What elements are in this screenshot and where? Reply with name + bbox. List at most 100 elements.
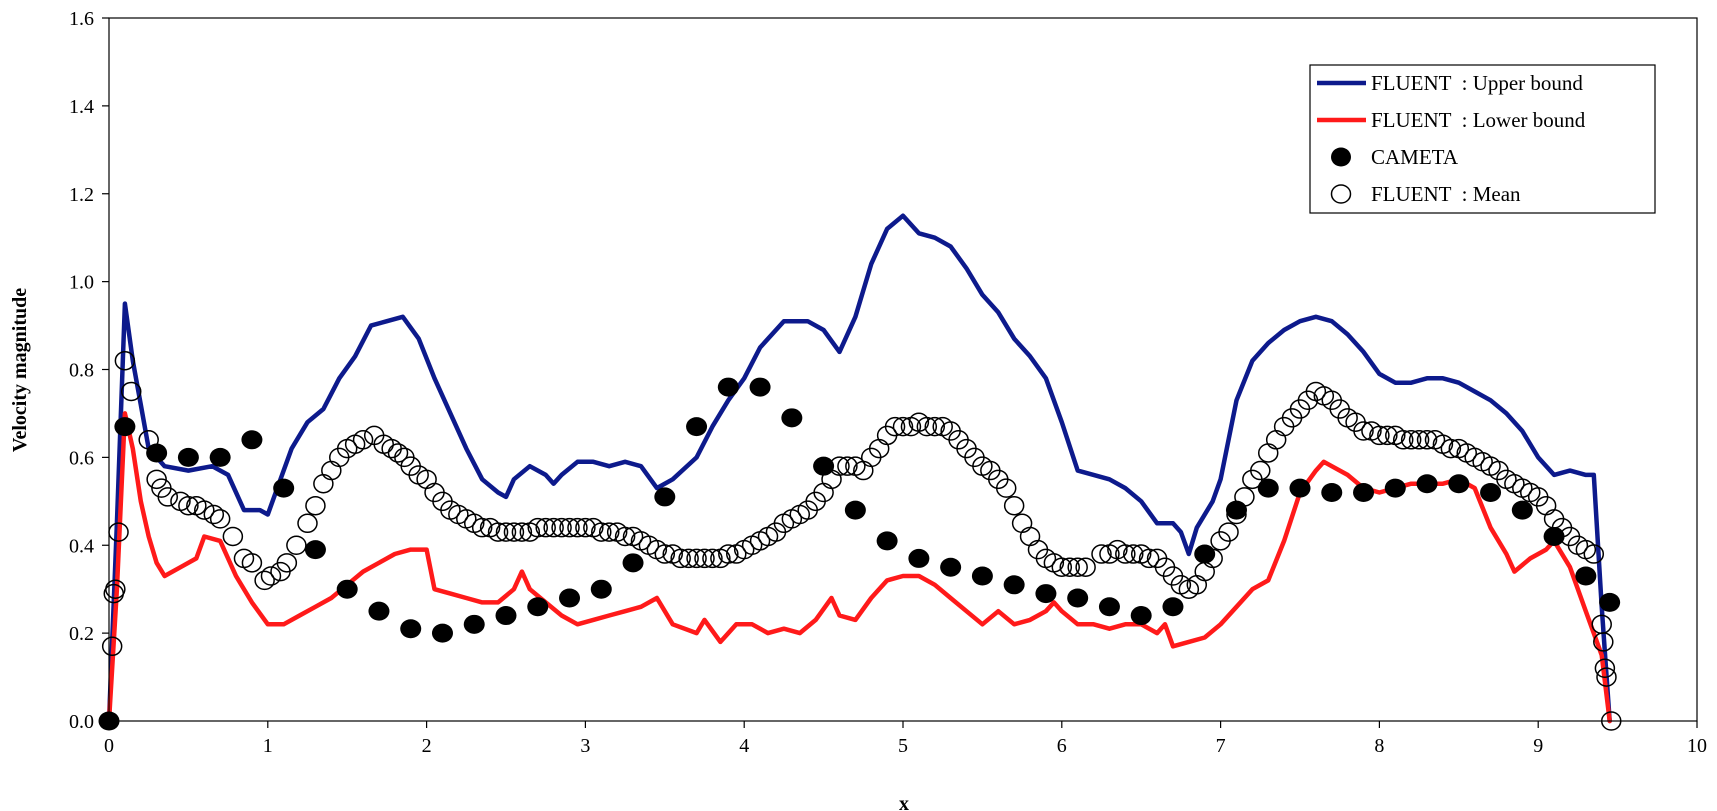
cameta-point [1384, 478, 1406, 498]
cameta-point [368, 601, 390, 621]
fluent-mean-point [1202, 548, 1223, 569]
fluent-mean-point [837, 456, 858, 476]
legend-label: FLUENT : Lower bound [1371, 108, 1586, 132]
cameta-point [114, 417, 136, 437]
fluent-mean-point [1400, 430, 1422, 450]
fluent-mean-point [884, 416, 906, 437]
fluent-mean-point [916, 416, 938, 437]
fluent-mean-point [352, 430, 374, 450]
fluent-mean-point [1377, 425, 1398, 446]
cameta-point [1511, 500, 1533, 520]
fluent-mean-point [1353, 421, 1374, 441]
fluent-mean-point [1416, 430, 1438, 450]
fluent-mean-point [241, 553, 263, 573]
x-tick-label: 0 [104, 735, 114, 757]
fluent-mean-point [829, 456, 850, 476]
fluent-mean-point [203, 504, 225, 525]
y-tick-label: 0.0 [69, 711, 94, 733]
fluent-mean-point [678, 548, 699, 569]
y-tick-label: 0.6 [69, 447, 94, 469]
fluent-mean-point [157, 487, 179, 507]
cameta-point [1225, 500, 1247, 520]
fluent-mean-point [654, 544, 676, 564]
cameta-point [146, 443, 168, 463]
cameta-point [431, 623, 453, 643]
cameta-point [876, 531, 898, 551]
fluent-mean-point [551, 517, 572, 538]
cameta-point [1543, 526, 1565, 546]
axes-layer: 0 1 2 3 4 5 6 7 8 9 10 0.0 0.2 0.4 0.6 0.8 1.0 1.2 1.4 1.6 [69, 8, 1707, 757]
fluent-mean-point [1059, 557, 1080, 577]
cameta-point [1289, 478, 1311, 498]
cameta-point [1575, 566, 1597, 586]
fluent-mean-point [591, 522, 612, 542]
series-layer [98, 213, 1622, 731]
fluent-mean-point [305, 495, 326, 516]
cameta-point [336, 579, 358, 599]
fluent-mean-point [694, 548, 715, 569]
fluent-mean-point [178, 495, 199, 516]
y-axis-title: Velocity magnitude [9, 288, 31, 452]
cameta-point [495, 606, 517, 626]
fluent-mean-point [1594, 658, 1616, 679]
fluent-mean-point [995, 478, 1017, 498]
cameta-point [1130, 606, 1152, 626]
fluent-mean-point [276, 553, 298, 573]
fluent-mean-point [1051, 557, 1073, 577]
cameta-point [1321, 483, 1343, 503]
x-tick-label: 4 [739, 735, 749, 757]
fluent-mean-point [1369, 425, 1390, 446]
fluent-mean-point [1234, 487, 1255, 507]
cameta-point [813, 456, 835, 476]
fluent-mean-point [114, 350, 136, 371]
fluent-mean-point [718, 544, 739, 564]
x-tick-label: 9 [1533, 735, 1543, 757]
fluent-mean-point [138, 430, 159, 450]
fluent-mean-point [686, 548, 707, 569]
fluent-mean-point [1075, 557, 1096, 577]
legend-label: FLUENT : Mean [1371, 182, 1521, 206]
cameta-point [1035, 584, 1057, 604]
x-tick-label: 1 [263, 735, 273, 757]
fluent-mean-point [1003, 495, 1025, 516]
fluent-mean-point [1250, 460, 1271, 481]
fluent-mean-point [702, 548, 723, 569]
fluent-mean-point [511, 522, 533, 542]
fluent-mean-point [503, 522, 525, 542]
fluent-mean-point [543, 517, 564, 538]
fluent-mean-point [1091, 544, 1112, 564]
fluent-upper-bound-line [106, 213, 1612, 724]
fluent-mean-point [892, 416, 914, 437]
fluent-mean-point [286, 535, 307, 555]
y-tick-label: 1.6 [69, 8, 94, 30]
legend-label: FLUENT : Upper bound [1371, 71, 1583, 95]
x-tick-label: 7 [1216, 735, 1226, 757]
cameta-point [1067, 588, 1089, 608]
fluent-mean-point [1123, 544, 1144, 564]
fluent-mean-point [146, 469, 167, 490]
legend-swatch-open-circle [1330, 184, 1352, 204]
cameta-point [209, 447, 231, 467]
x-tick-label: 5 [898, 735, 908, 757]
fluent-mean-point [1593, 632, 1614, 652]
cameta-point [940, 557, 962, 577]
fluent-mean-point [1115, 544, 1136, 564]
x-tick-label: 8 [1374, 735, 1384, 757]
fluent-mean-point [1392, 430, 1414, 450]
fluent-mean-point [575, 517, 596, 538]
fluent-mean-point [670, 548, 691, 569]
cameta-point [1003, 575, 1025, 595]
y-tick-label: 1.2 [69, 184, 94, 206]
fluent-mean-point [471, 517, 493, 538]
x-tick-label: 6 [1057, 735, 1067, 757]
cameta-point [590, 579, 612, 599]
cameta-point [717, 377, 739, 397]
cameta-point [622, 553, 644, 573]
fluent-mean-point [1067, 557, 1088, 577]
fluent-mean-point [120, 381, 142, 402]
y-tick-label: 0.4 [69, 535, 94, 557]
cameta-point [177, 447, 199, 467]
fluent-mean-point [495, 522, 517, 542]
y-tick-label: 1.0 [69, 272, 94, 294]
